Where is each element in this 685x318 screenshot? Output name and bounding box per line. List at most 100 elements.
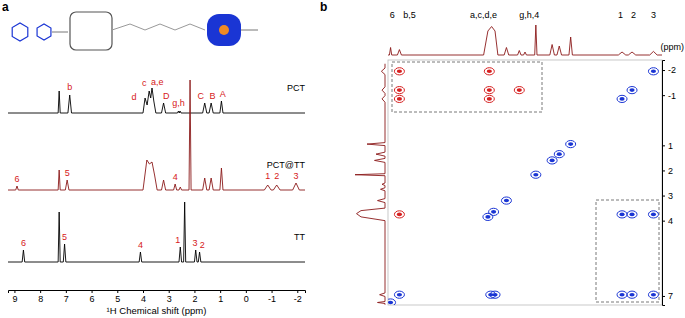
contour-outer [514, 87, 524, 94]
tick: 7 [64, 290, 69, 304]
contour-inner [651, 69, 656, 73]
top-trace [388, 25, 662, 55]
cross-peak [648, 211, 658, 218]
tick-label: -1 [268, 294, 276, 304]
spectrum-line [388, 25, 662, 55]
peak-label: A [220, 89, 226, 99]
cross-peak [617, 211, 627, 218]
peak-label: 2 [200, 240, 205, 250]
cross-peak [489, 208, 499, 215]
tick-mark [662, 170, 665, 171]
contour-inner [397, 97, 402, 101]
cross-peak [484, 95, 494, 102]
contour-inner [487, 97, 492, 101]
tick-mark [66, 290, 67, 293]
contour-inner [651, 293, 656, 297]
contour-inner [619, 293, 624, 297]
peak-label: g,h,4 [519, 10, 539, 20]
cross-peak [394, 68, 404, 75]
contour-outer [648, 211, 658, 218]
background [0, 0, 685, 318]
tick: 4 [141, 290, 146, 304]
contour-outer [531, 171, 541, 178]
contour-inner [629, 293, 634, 297]
peak-label: a,e [151, 77, 164, 87]
tick: -2 [294, 290, 302, 304]
tick-label: -1 [668, 91, 676, 101]
cross-peak [617, 95, 627, 102]
tick-mark [662, 145, 665, 146]
tick: 2 [662, 166, 673, 176]
tick: 6 [90, 290, 95, 304]
contour-outer [490, 291, 500, 298]
contour-outer [617, 95, 627, 102]
cross-peak [648, 68, 658, 75]
contour-inner [533, 173, 538, 177]
peak-label: 1 [175, 235, 180, 245]
contour-inner [388, 301, 393, 305]
bond [52, 32, 68, 33]
peak-label: 2 [274, 171, 279, 181]
tick: -1 [662, 91, 676, 101]
axis-line [9, 291, 306, 294]
peak-label: 3 [293, 171, 298, 181]
contour-outer [547, 157, 557, 164]
tick-label: 4 [141, 294, 146, 304]
contour-outer [489, 208, 499, 215]
cross-peak [394, 291, 404, 298]
chain [112, 24, 205, 30]
tick: 9 [12, 290, 17, 304]
cross-peak [388, 299, 396, 305]
contour-outer [501, 197, 511, 204]
series-name: PCT@TT [267, 160, 306, 170]
tick-mark [297, 290, 298, 293]
contour-outer [394, 95, 404, 102]
peak-label: 6 [14, 174, 19, 184]
series-name: TT [294, 232, 305, 242]
tick-mark [117, 290, 118, 293]
contour-outer [484, 87, 494, 94]
contour-inner [397, 69, 402, 73]
tick: 2 [192, 290, 197, 304]
tick: 5 [115, 290, 120, 304]
peak-label: 5 [62, 232, 67, 242]
cross-peak [484, 87, 494, 94]
tick-label: 6 [90, 294, 95, 304]
contour-inner [491, 210, 496, 214]
contour-outer [627, 87, 637, 94]
phenyl-ring [37, 24, 51, 40]
peak-label: D [163, 91, 170, 101]
contour-inner [397, 293, 402, 297]
peak-label: 2 [631, 10, 636, 20]
panel-label: b [320, 0, 327, 14]
contour-outer [394, 211, 404, 218]
tick-label: -2 [668, 65, 676, 75]
axis-line [663, 61, 666, 306]
tick: -2 [662, 65, 676, 75]
cross-peak [484, 68, 494, 75]
spectrum-line [8, 202, 305, 262]
tick: 1 [218, 290, 223, 304]
tick: 3 [167, 290, 172, 304]
contour-outer [617, 291, 627, 298]
spectrum-line [8, 80, 305, 190]
contour-outer [617, 211, 627, 218]
tick-mark [40, 290, 41, 293]
tick-mark [272, 290, 273, 293]
tick: 3 [662, 191, 673, 201]
tick-label: 2 [668, 166, 673, 176]
peak-label: 5 [65, 168, 70, 178]
contour-outer [394, 87, 404, 94]
tick-label: 3 [668, 191, 673, 201]
left-trace [355, 64, 385, 305]
tick: 4 [662, 216, 673, 226]
peak-label: 6 [21, 238, 26, 248]
contour-inner [557, 152, 562, 156]
tick-mark [194, 290, 195, 293]
contour-outer [627, 291, 637, 298]
contour-inner [397, 213, 402, 217]
contour-inner [485, 215, 490, 219]
contour-inner [517, 88, 522, 92]
highlight-box [596, 200, 659, 302]
tick: 1 [662, 141, 673, 151]
